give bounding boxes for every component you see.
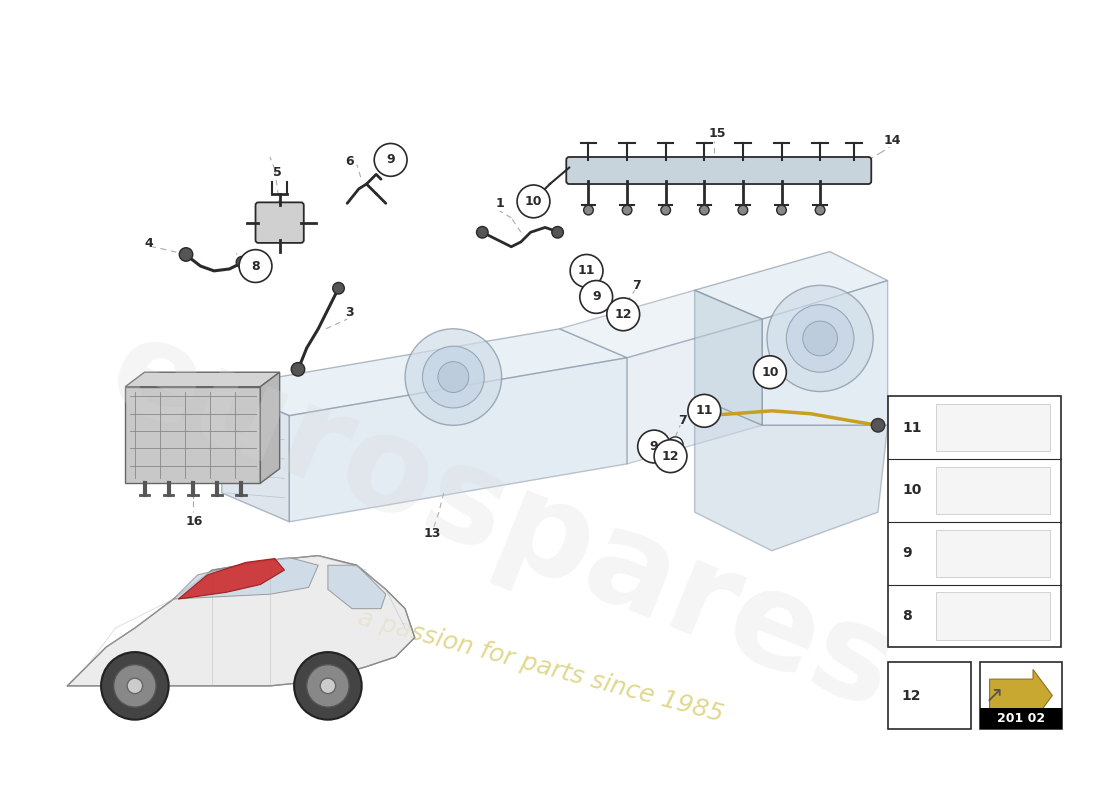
Circle shape xyxy=(688,394,720,427)
Circle shape xyxy=(584,206,593,215)
Circle shape xyxy=(113,665,156,707)
Circle shape xyxy=(803,321,837,356)
Circle shape xyxy=(815,206,825,215)
Text: 6: 6 xyxy=(344,155,353,168)
Circle shape xyxy=(738,206,748,215)
Circle shape xyxy=(532,190,544,202)
Polygon shape xyxy=(990,670,1053,722)
Text: 8: 8 xyxy=(251,259,260,273)
Text: 11: 11 xyxy=(578,264,595,278)
Circle shape xyxy=(580,281,613,314)
Text: 10: 10 xyxy=(902,483,922,498)
Circle shape xyxy=(374,143,407,176)
Circle shape xyxy=(638,430,671,463)
Circle shape xyxy=(570,254,603,287)
Text: 9: 9 xyxy=(902,546,912,560)
Text: 2: 2 xyxy=(914,431,923,444)
Circle shape xyxy=(128,678,143,694)
Text: 16: 16 xyxy=(186,515,204,528)
Text: 9: 9 xyxy=(650,440,659,453)
Text: eurospares: eurospares xyxy=(91,306,912,737)
Bar xyxy=(936,467,1049,514)
Bar xyxy=(980,662,1062,730)
Bar xyxy=(888,662,971,730)
Circle shape xyxy=(332,282,344,294)
Bar xyxy=(936,592,1049,639)
Circle shape xyxy=(607,298,639,330)
Polygon shape xyxy=(694,396,888,550)
Bar xyxy=(888,396,1062,647)
Text: a passion for parts since 1985: a passion for parts since 1985 xyxy=(354,606,726,727)
Polygon shape xyxy=(178,558,285,599)
Text: 12: 12 xyxy=(615,308,632,321)
Circle shape xyxy=(476,226,488,238)
Polygon shape xyxy=(222,386,289,522)
Text: 1: 1 xyxy=(495,197,504,210)
Polygon shape xyxy=(125,386,261,483)
Polygon shape xyxy=(694,251,888,319)
Circle shape xyxy=(179,248,192,262)
Circle shape xyxy=(754,356,786,389)
Circle shape xyxy=(700,206,710,215)
Circle shape xyxy=(871,418,884,432)
Text: 201 02: 201 02 xyxy=(997,712,1045,725)
Polygon shape xyxy=(67,555,415,686)
Polygon shape xyxy=(289,358,627,522)
Circle shape xyxy=(320,678,336,694)
FancyBboxPatch shape xyxy=(255,202,304,243)
Polygon shape xyxy=(261,372,279,483)
Polygon shape xyxy=(125,372,279,386)
Text: 15: 15 xyxy=(708,127,726,140)
Text: 12: 12 xyxy=(662,450,680,462)
Polygon shape xyxy=(560,290,762,358)
Text: 9: 9 xyxy=(386,154,395,166)
Bar xyxy=(936,530,1049,577)
Text: ↗: ↗ xyxy=(984,686,1003,706)
Circle shape xyxy=(236,257,248,268)
Polygon shape xyxy=(174,558,318,599)
Text: 12: 12 xyxy=(901,689,921,702)
Circle shape xyxy=(654,440,686,473)
Text: 10: 10 xyxy=(525,195,542,208)
Circle shape xyxy=(517,185,550,218)
Text: 11: 11 xyxy=(902,421,922,434)
Polygon shape xyxy=(328,566,386,609)
Circle shape xyxy=(668,437,683,452)
Bar xyxy=(980,708,1062,730)
Circle shape xyxy=(422,346,484,408)
Text: 7: 7 xyxy=(632,279,641,292)
Circle shape xyxy=(767,286,873,391)
Polygon shape xyxy=(627,319,762,464)
Polygon shape xyxy=(222,329,627,416)
Circle shape xyxy=(292,362,305,376)
Circle shape xyxy=(619,302,635,318)
Circle shape xyxy=(239,250,272,282)
Circle shape xyxy=(786,305,854,372)
Polygon shape xyxy=(694,290,762,426)
Circle shape xyxy=(101,652,168,720)
FancyBboxPatch shape xyxy=(566,157,871,184)
Circle shape xyxy=(438,362,469,393)
Circle shape xyxy=(623,206,631,215)
Circle shape xyxy=(777,206,786,215)
Text: 11: 11 xyxy=(695,404,713,418)
Text: 13: 13 xyxy=(424,527,441,540)
Text: 5: 5 xyxy=(273,166,282,179)
Circle shape xyxy=(294,652,362,720)
Text: 7: 7 xyxy=(678,414,686,427)
Bar xyxy=(936,404,1049,451)
Text: 10: 10 xyxy=(761,366,779,378)
Circle shape xyxy=(695,409,710,422)
Text: 14: 14 xyxy=(883,134,901,147)
Circle shape xyxy=(552,226,563,238)
Text: 4: 4 xyxy=(144,238,153,250)
Circle shape xyxy=(405,329,502,426)
Text: 9: 9 xyxy=(592,290,601,303)
Circle shape xyxy=(307,665,349,707)
Text: 3: 3 xyxy=(344,306,353,319)
Circle shape xyxy=(661,206,671,215)
Polygon shape xyxy=(762,281,888,426)
Text: 8: 8 xyxy=(902,609,912,623)
